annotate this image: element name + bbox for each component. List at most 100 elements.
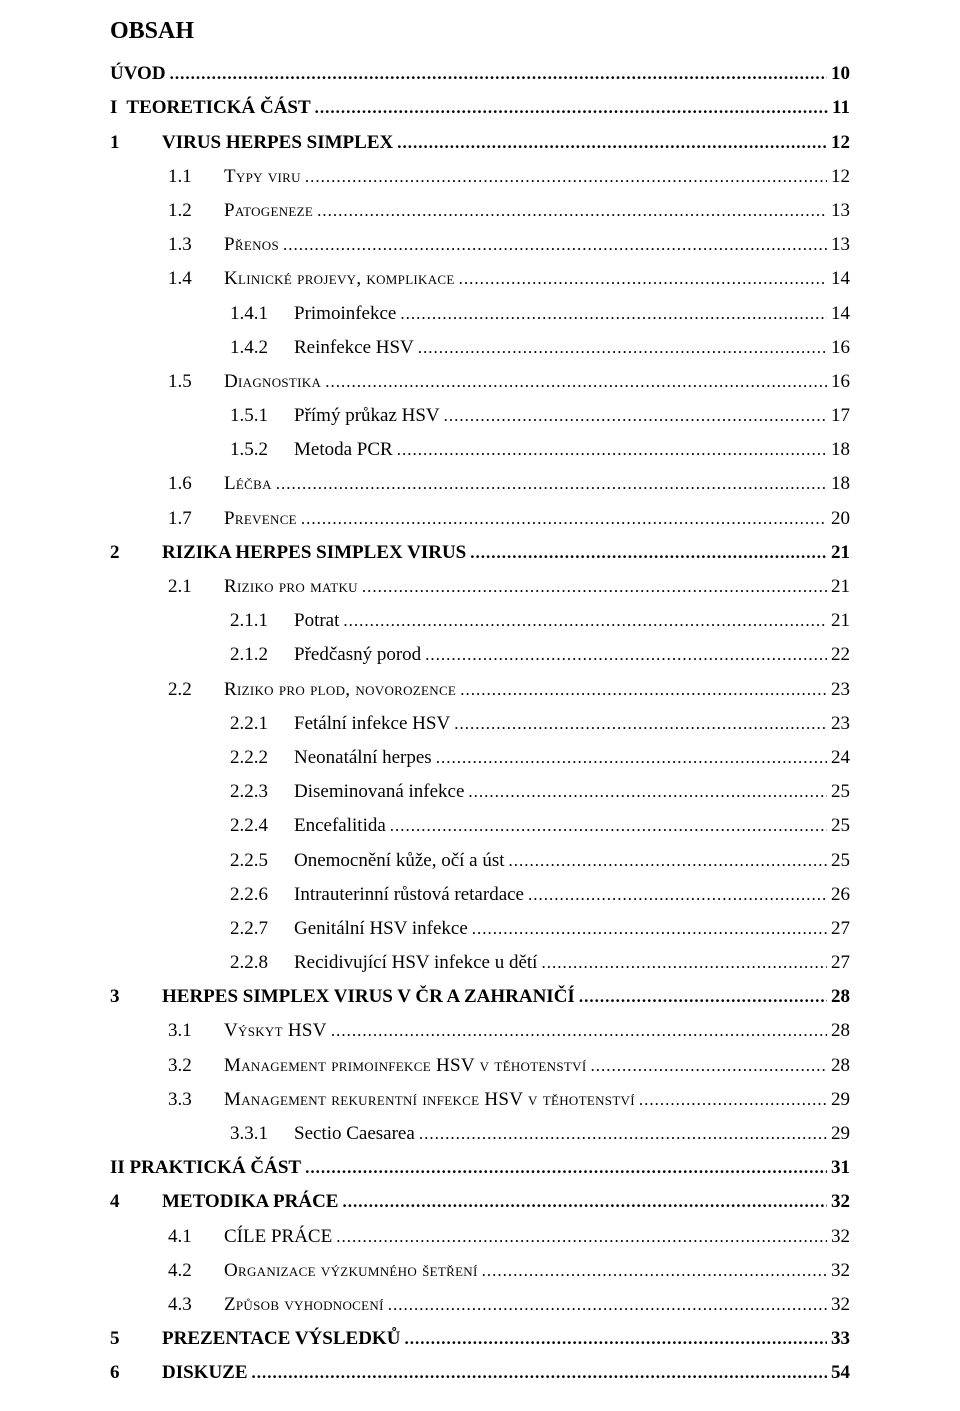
toc-row: 2RIZIKA HERPES SIMPLEX VIRUS21 — [110, 536, 850, 570]
toc-entry-number: 2.2.7 — [230, 912, 294, 946]
toc-entry-label: 1.1Typy viru — [168, 160, 301, 194]
toc-entry-number: 1.4.1 — [230, 297, 294, 331]
toc-entry-number: 1.1 — [168, 160, 224, 194]
toc-entry-text: ÚVOD — [110, 63, 166, 84]
toc-entry-text: Organizace výzkumného šetření — [224, 1260, 478, 1281]
toc-row: ÚVOD 10 — [110, 57, 850, 91]
toc-entry-text: Diseminovaná infekce — [294, 781, 464, 802]
toc-leader-dots — [528, 878, 827, 912]
toc-leader-dots — [343, 604, 827, 638]
toc-entry-number: 1.5 — [168, 365, 224, 399]
toc-entry-label: 5PREZENTACE VÝSLEDKŮ — [110, 1322, 400, 1356]
toc-entry-label: 3.3Management rekurentní infekce HSV v t… — [168, 1083, 635, 1117]
toc-entry-page: 16 — [831, 365, 850, 399]
toc-entry-number: 2.2.6 — [230, 878, 294, 912]
toc-leader-dots — [400, 297, 827, 331]
toc-entry-text: Riziko pro plod, novorozence — [224, 679, 456, 700]
toc-leader-dots — [541, 946, 827, 980]
toc-leader-dots — [397, 126, 827, 160]
toc-entry-text: Léčba — [224, 473, 272, 494]
toc-entry-label: 4METODIKA PRÁCE — [110, 1185, 338, 1219]
toc-entry-page: 17 — [831, 399, 850, 433]
toc-leader-dots — [579, 980, 827, 1014]
toc-entry-label: 2.2.3Diseminovaná infekce — [230, 775, 464, 809]
toc-entry-number: 4.3 — [168, 1288, 224, 1322]
toc-entry-number: 2.2.2 — [230, 741, 294, 775]
toc-entry-page: 25 — [831, 775, 850, 809]
toc-row: 3.3Management rekurentní infekce HSV v t… — [110, 1083, 850, 1117]
toc-row: 1.3Přenos 13 — [110, 228, 850, 262]
toc-entry-page: 11 — [832, 91, 850, 125]
toc-leader-dots — [317, 194, 827, 228]
toc-entry-number: 1.4 — [168, 262, 224, 296]
toc-entry-number: 2.2 — [168, 673, 224, 707]
toc-entry-text: TEORETICKÁ ČÁST — [126, 97, 310, 118]
toc-entry-text: Klinické projevy, komplikace — [224, 268, 455, 289]
toc-entry-number: 2.2.4 — [230, 809, 294, 843]
toc-row: 3.1Výskyt HSV 28 — [110, 1014, 850, 1048]
toc-entry-text: Sectio Caesarea — [294, 1123, 415, 1144]
toc-entry-text: Encefalitida — [294, 815, 386, 836]
toc-leader-dots — [470, 536, 827, 570]
toc-entry-number: 2.1.2 — [230, 638, 294, 672]
toc-entry-number: 2.2.3 — [230, 775, 294, 809]
toc-entry-label: 2.2.2Neonatální herpes — [230, 741, 432, 775]
toc-entry-label: 2.2.6Intrauterinní růstová retardace — [230, 878, 524, 912]
toc-entry-page: 23 — [831, 707, 850, 741]
toc-entry-number: 2.1 — [168, 570, 224, 604]
toc-row: 2.2.8Recidivující HSV infekce u dětí27 — [110, 946, 850, 980]
toc-entry-text: Neonatální herpes — [294, 747, 432, 768]
toc-entry-number: 3.3.1 — [230, 1117, 294, 1151]
toc-row: 2.2Riziko pro plod, novorozence23 — [110, 673, 850, 707]
toc-entry-text: Patogeneze — [224, 200, 313, 221]
toc-row: 2.2.2Neonatální herpes 24 — [110, 741, 850, 775]
toc-entry-text: Typy viru — [224, 166, 301, 187]
toc-entry-label: 1.3Přenos — [168, 228, 279, 262]
toc-entry-page: 13 — [831, 228, 850, 262]
toc-entry-text: DISKUZE — [162, 1362, 248, 1383]
toc-leader-dots — [460, 673, 827, 707]
toc-entry-number: 1.7 — [168, 502, 224, 536]
toc-row: 5PREZENTACE VÝSLEDKŮ33 — [110, 1322, 850, 1356]
toc-entry-label: 1.4.1Primoinfekce — [230, 297, 396, 331]
toc-entry-number: 6 — [110, 1356, 162, 1390]
toc-entry-page: 28 — [831, 1049, 850, 1083]
toc-leader-dots — [397, 433, 827, 467]
toc-entry-number: 1.5.1 — [230, 399, 294, 433]
toc-entry-number: 4.2 — [168, 1254, 224, 1288]
toc-entry-text: Primoinfekce — [294, 303, 396, 324]
toc-entry-label: 3HERPES SIMPLEX VIRUS V ČR A ZAHRANIČÍ — [110, 980, 575, 1014]
toc-entry-text: Genitální HSV infekce — [294, 918, 468, 939]
toc-entry-label: 1.4Klinické projevy, komplikace — [168, 262, 455, 296]
toc-entry-page: 10 — [831, 57, 850, 91]
toc-entry-label: 2.2.5Onemocnění kůže, očí a úst — [230, 844, 505, 878]
toc-entry-page: 24 — [831, 741, 850, 775]
toc-entry-label: 4.1CÍLE PRÁCE — [168, 1220, 332, 1254]
toc-leader-dots — [404, 1322, 827, 1356]
toc-row: 2.2.7Genitální HSV infekce27 — [110, 912, 850, 946]
toc-leader-dots — [283, 228, 827, 262]
toc-leader-dots — [336, 1220, 827, 1254]
toc-entry-number: 4 — [110, 1185, 162, 1219]
toc-entry-page: 28 — [831, 1014, 850, 1048]
toc-entry-text: Recidivující HSV infekce u dětí — [294, 952, 537, 973]
toc-entry-number: 3.1 — [168, 1014, 224, 1048]
toc-row: 1.5.1Přímý průkaz HSV17 — [110, 399, 850, 433]
toc-row: 4.3Způsob vyhodnocení32 — [110, 1288, 850, 1322]
toc-entry-number: 3.3 — [168, 1083, 224, 1117]
toc-entry-number: 5 — [110, 1322, 162, 1356]
toc-row: 3.2Management primoinfekce HSV v těhoten… — [110, 1049, 850, 1083]
toc-entry-page: 28 — [831, 980, 850, 1014]
toc-row: 2.1.1Potrat21 — [110, 604, 850, 638]
toc-entry-page: 26 — [831, 878, 850, 912]
toc-entry-number: 1.6 — [168, 467, 224, 501]
toc-entry-text: Výskyt HSV — [224, 1020, 327, 1041]
toc-entry-number: 3 — [110, 980, 162, 1014]
toc-entry-page: 21 — [831, 536, 850, 570]
toc-row: 4.1CÍLE PRÁCE32 — [110, 1220, 850, 1254]
toc-entry-page: 27 — [831, 946, 850, 980]
toc-title: OBSAH — [110, 10, 850, 53]
toc-entry-text: Reinfekce HSV — [294, 337, 414, 358]
toc-entry-number: 2.2.1 — [230, 707, 294, 741]
toc-entry-number: 1 — [110, 126, 162, 160]
